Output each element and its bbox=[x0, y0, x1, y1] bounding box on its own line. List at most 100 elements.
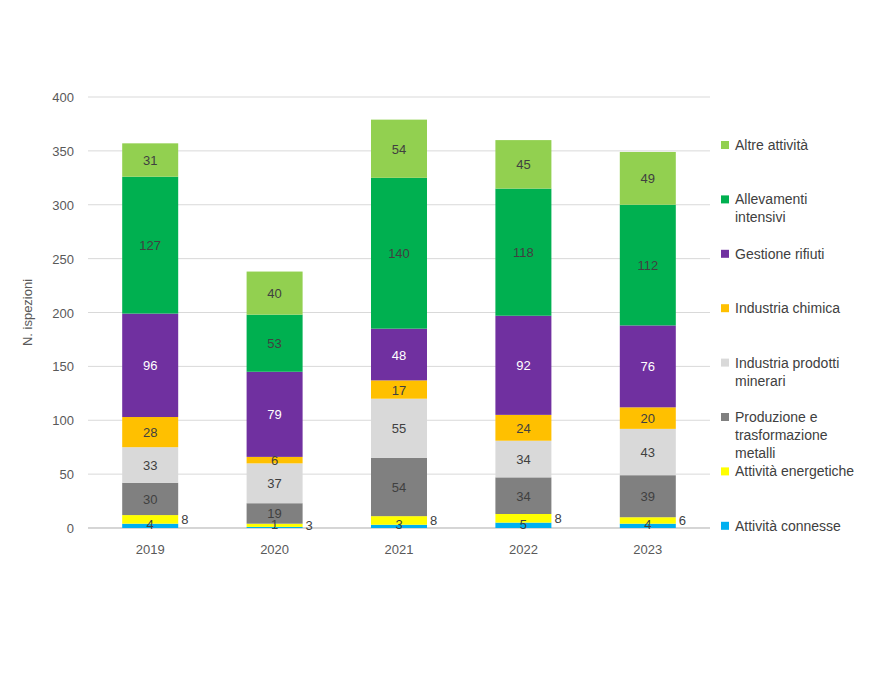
bars bbox=[122, 120, 676, 528]
bar-segment bbox=[495, 140, 551, 188]
data-label: 34 bbox=[516, 489, 530, 504]
bar-segment bbox=[620, 325, 676, 407]
data-label: 55 bbox=[392, 421, 406, 436]
data-label: 8 bbox=[554, 511, 561, 526]
legend-swatch bbox=[721, 141, 729, 149]
legend-label: Gestione rifiuti bbox=[735, 246, 824, 262]
bar-segment bbox=[495, 316, 551, 415]
data-label: 40 bbox=[267, 286, 281, 301]
data-label: 96 bbox=[143, 358, 157, 373]
data-label: 34 bbox=[516, 452, 530, 467]
y-tick-label: 100 bbox=[52, 413, 74, 428]
data-label: 37 bbox=[267, 476, 281, 491]
grid bbox=[88, 97, 710, 528]
y-axis-label: N. ispezioni bbox=[20, 279, 35, 346]
bar-segment bbox=[495, 477, 551, 514]
legend-label: Attività energetiche bbox=[735, 463, 854, 479]
legend-label: Allevamentiintensivi bbox=[735, 191, 807, 225]
data-label: 45 bbox=[516, 157, 530, 172]
y-tick-label: 50 bbox=[60, 467, 74, 482]
data-label: 118 bbox=[513, 245, 534, 260]
bar-segment bbox=[371, 178, 427, 329]
bar-segment bbox=[371, 120, 427, 178]
data-label: 76 bbox=[641, 359, 655, 374]
bar-segment bbox=[247, 315, 303, 372]
data-label: 6 bbox=[271, 453, 278, 468]
data-label: 48 bbox=[392, 348, 406, 363]
legend-label: Industria chimica bbox=[735, 300, 840, 316]
bar-segment bbox=[122, 417, 178, 447]
legend-label: Produzione etrasformazionemetalli bbox=[735, 409, 828, 461]
y-tick-label: 400 bbox=[52, 90, 74, 105]
data-label: 3 bbox=[395, 517, 402, 532]
data-label: 30 bbox=[143, 492, 157, 507]
legend-swatch bbox=[721, 304, 729, 312]
data-label: 31 bbox=[143, 153, 157, 168]
data-label: 4 bbox=[147, 517, 154, 532]
bar-segment bbox=[122, 447, 178, 483]
x-tick-label: 2022 bbox=[509, 542, 538, 557]
data-label: 8 bbox=[430, 513, 437, 528]
legend-label: Attività connesse bbox=[735, 518, 841, 534]
data-label: 54 bbox=[392, 142, 406, 157]
data-label: 127 bbox=[139, 238, 161, 253]
bar-segment bbox=[122, 483, 178, 515]
data-label: 39 bbox=[641, 489, 655, 504]
bar-segment bbox=[371, 458, 427, 516]
data-label: 140 bbox=[388, 246, 410, 261]
data-label: 54 bbox=[392, 480, 406, 495]
bar-segment bbox=[371, 399, 427, 458]
data-label: 6 bbox=[679, 513, 686, 528]
data-label: 24 bbox=[516, 421, 530, 436]
x-tick-label: 2021 bbox=[385, 542, 414, 557]
bar-segment bbox=[620, 429, 676, 475]
bar-segment bbox=[620, 475, 676, 517]
y-tick-label: 0 bbox=[67, 521, 74, 536]
legend-swatch bbox=[721, 467, 729, 475]
data-label: 20 bbox=[641, 411, 655, 426]
y-tick-label: 200 bbox=[52, 306, 74, 321]
data-label: 4 bbox=[644, 517, 651, 532]
data-label: 49 bbox=[641, 171, 655, 186]
bar-segment bbox=[122, 314, 178, 417]
y-tick-label: 300 bbox=[52, 198, 74, 213]
data-label: 28 bbox=[143, 425, 157, 440]
bar-segment bbox=[620, 205, 676, 326]
data-label: 92 bbox=[516, 358, 530, 373]
y-tick-label: 350 bbox=[52, 144, 74, 159]
bar-segment bbox=[122, 143, 178, 176]
legend-swatch bbox=[721, 195, 729, 203]
x-tick-label: 2023 bbox=[633, 542, 662, 557]
bar-segment bbox=[247, 463, 303, 503]
data-label: 43 bbox=[641, 445, 655, 460]
data-label: 17 bbox=[392, 383, 406, 398]
legend-swatch bbox=[721, 522, 729, 530]
y-tick-label: 150 bbox=[52, 359, 74, 374]
x-tick-label: 2019 bbox=[136, 542, 165, 557]
bar-segment bbox=[620, 407, 676, 429]
data-label: 53 bbox=[267, 336, 281, 351]
data-label: 79 bbox=[267, 407, 281, 422]
bar-segment bbox=[371, 329, 427, 381]
legend-label: Industria prodottiminerari bbox=[735, 355, 839, 389]
x-tick-label: 2020 bbox=[260, 542, 289, 557]
bar-segment bbox=[620, 152, 676, 205]
bar-segment bbox=[122, 177, 178, 314]
bar-segment bbox=[495, 441, 551, 478]
bar-segment bbox=[247, 272, 303, 315]
data-label: 8 bbox=[181, 512, 188, 527]
bar-segment bbox=[371, 380, 427, 398]
legend: Altre attività Allevamentiintensivi Gestio… bbox=[721, 137, 854, 534]
legend-swatch bbox=[721, 359, 729, 367]
legend-swatch bbox=[721, 413, 729, 421]
chart: 050100150200250300350400N. ispezioni2019… bbox=[0, 0, 882, 682]
data-labels: 4135483886301954343933375534432861724209… bbox=[139, 142, 686, 534]
bar-segment bbox=[495, 415, 551, 441]
grid-line bbox=[88, 97, 710, 98]
data-label: 112 bbox=[637, 258, 658, 273]
data-label: 3 bbox=[306, 518, 313, 533]
bar-segment bbox=[247, 503, 303, 523]
legend-swatch bbox=[721, 250, 729, 258]
legend-label: Altre attività bbox=[735, 137, 808, 153]
data-label: 19 bbox=[267, 506, 281, 521]
